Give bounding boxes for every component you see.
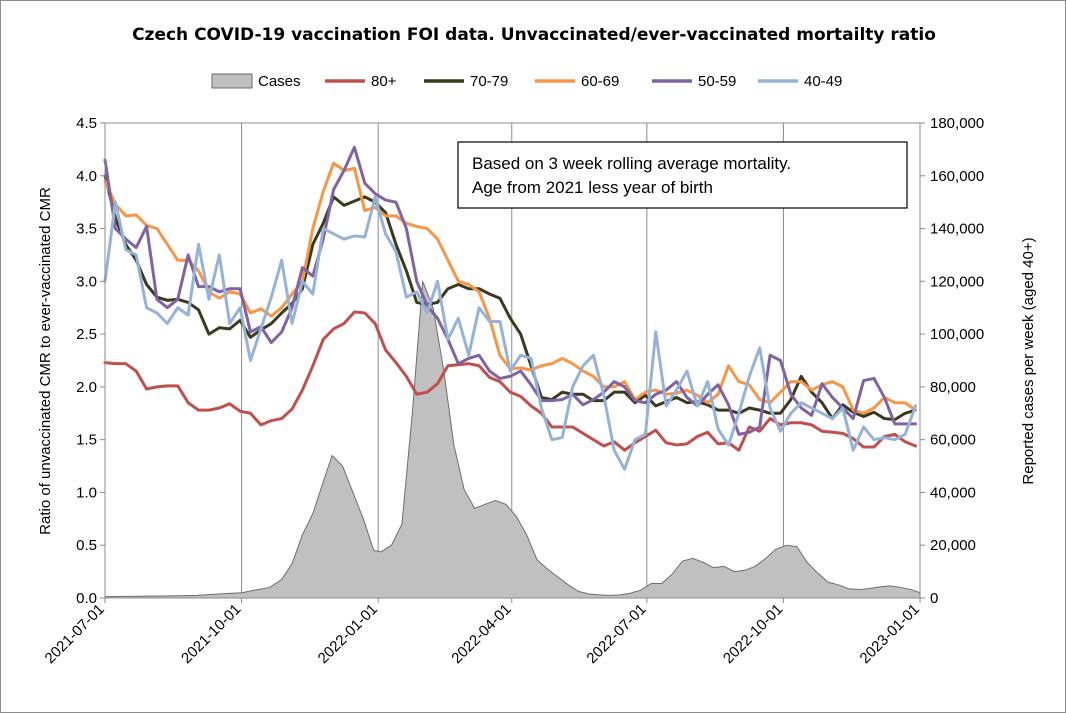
y-right-tick-label: 20,000: [930, 537, 976, 554]
series-line-40-49: [103, 195, 918, 471]
y-axis-right-title: Reported cases per week (aged 40+): [1020, 237, 1037, 484]
cases-area: [104, 281, 921, 599]
y-right-tick-label: 80,000: [930, 379, 976, 396]
chart-title: Czech COVID-19 vaccination FOI data. Unv…: [132, 25, 936, 45]
legend-label-70-79: 70-79: [470, 73, 508, 90]
legend-label-40-49: 40-49: [804, 73, 842, 90]
legend-label-60-69: 60-69: [581, 73, 619, 90]
y-left-tick-label: 3.0: [76, 273, 97, 290]
legend-label-50-59: 50-59: [698, 73, 736, 90]
legend-label-80plus: 80+: [371, 73, 397, 90]
annotation-text-line: Age from 2021 less year of birth: [472, 178, 713, 197]
plot-area-border: [104, 122, 921, 599]
y-left-tick-label: 4.5: [76, 115, 97, 132]
y-right-tick-label: 0: [930, 590, 938, 607]
y-right-tick-label: 120,000: [930, 273, 984, 290]
cases-area-layer: [104, 281, 921, 599]
y-axis-left-title: Ratio of unvaccinated CMR to ever-vaccin…: [37, 187, 54, 535]
series-line-80plus: [103, 310, 918, 452]
annotation-box: Based on 3 week rolling average mortalit…: [457, 141, 908, 209]
x-tick-label: 2022-07-01: [583, 601, 649, 667]
y-left-tick-label: 2.0: [76, 379, 97, 396]
y-right-tick-label: 100,000: [930, 326, 984, 343]
y-right-tick-label: 160,000: [930, 168, 984, 185]
legend-label-Cases: Cases: [258, 73, 301, 90]
x-tick-label: 2023-01-01: [857, 601, 923, 667]
y-left-tick-label: 3.5: [76, 221, 97, 238]
series-lines-layer: [103, 145, 918, 471]
x-tick-label: 2022-10-01: [720, 601, 786, 667]
x-tick-label: 2022-01-01: [315, 601, 381, 667]
x-tick-label: 2021-07-01: [42, 601, 108, 667]
y-left-tick-label: 0.0: [76, 590, 97, 607]
y-left-tick-label: 1.5: [76, 432, 97, 449]
legend: Cases 80+ 70-79 60-69 50-59 40-49: [211, 73, 842, 90]
y-left-tick-label: 1.0: [76, 484, 97, 501]
x-tick-label: 2022-04-01: [448, 601, 514, 667]
series-line-50-59: [103, 145, 918, 436]
y-right-tick-label: 60,000: [930, 432, 976, 449]
y-left-tick-label: 0.5: [76, 537, 97, 554]
annotation-text-line: Based on 3 week rolling average mortalit…: [472, 154, 791, 173]
annotation-box-border: [457, 141, 908, 209]
y-right-tick-label: 180,000: [930, 115, 984, 132]
x-tick-label: 2021-10-01: [178, 601, 244, 667]
series-line-70-79: [103, 174, 918, 422]
y-right-tick-label: 140,000: [930, 221, 984, 238]
y-right-tick-label: 40,000: [930, 484, 976, 501]
y-left-tick-label: 4.0: [76, 168, 97, 185]
legend-swatch-cases: [211, 73, 253, 89]
y-left-tick-label: 2.5: [76, 326, 97, 343]
